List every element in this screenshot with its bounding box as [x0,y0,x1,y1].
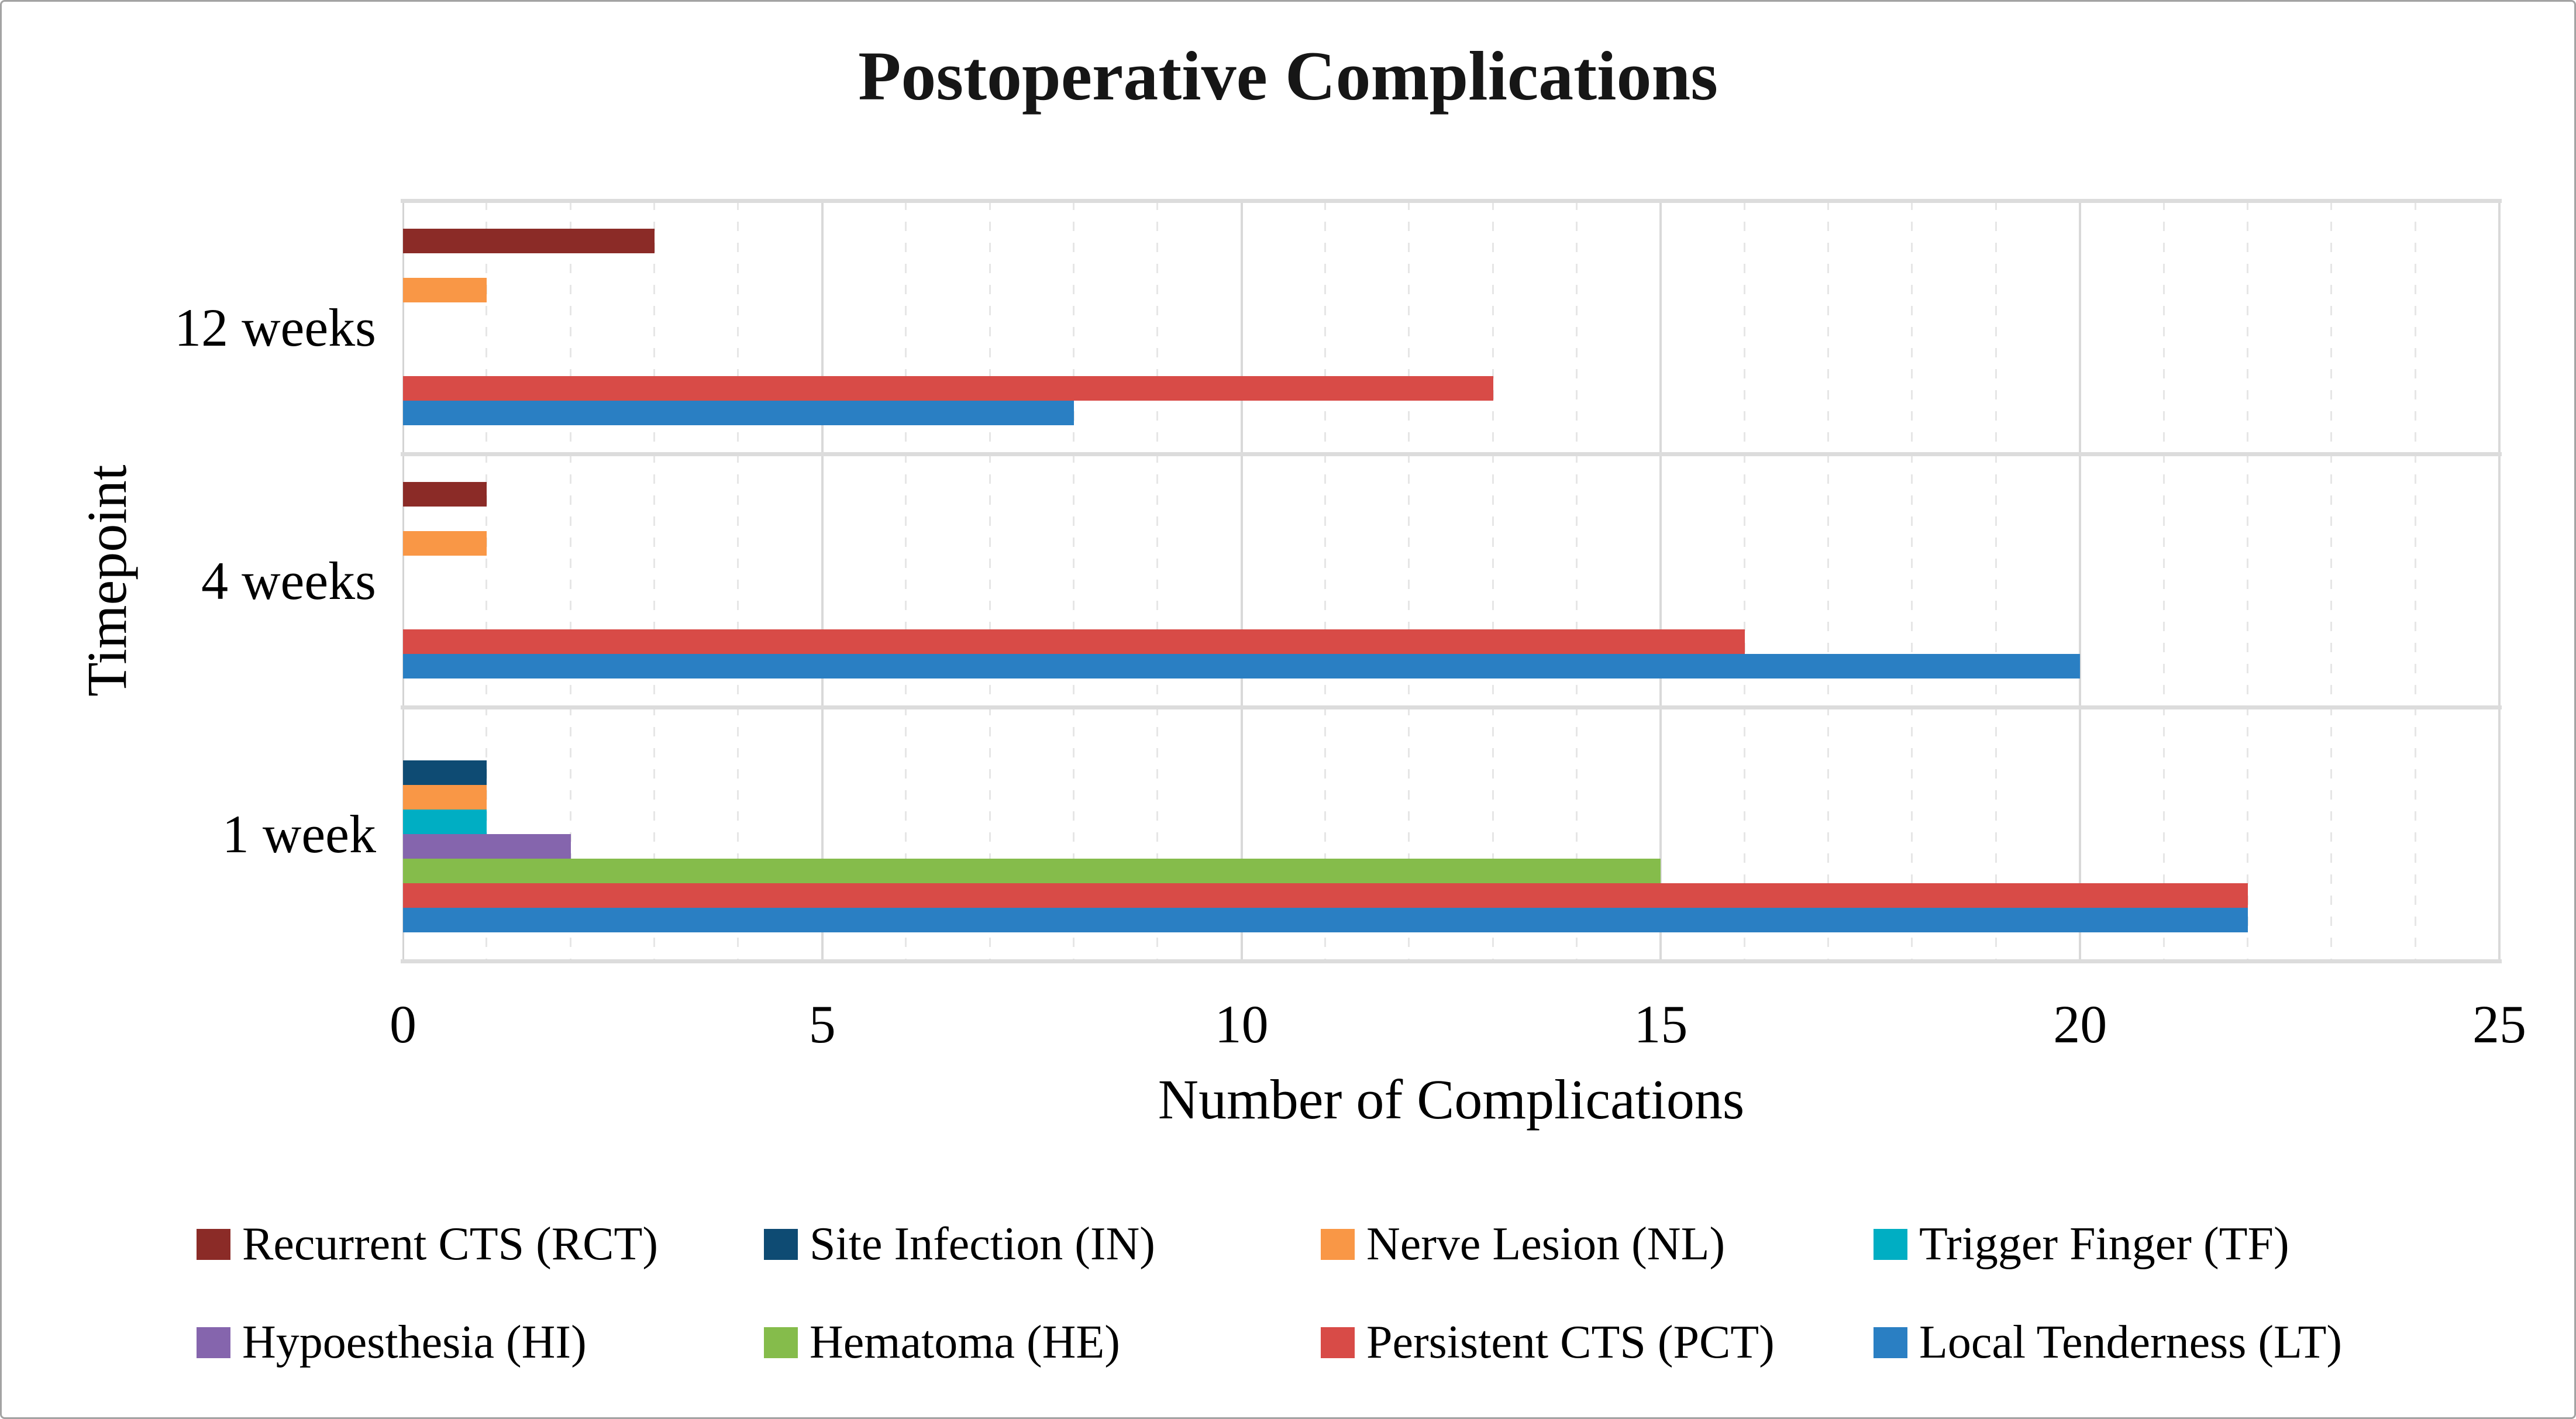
bar-NL-1-week [403,784,487,810]
plot-area [401,198,2502,963]
x-axis-tick-label: 15 [1634,994,1688,1054]
x-axis-tick-label: 10 [1214,994,1269,1054]
legend-swatch-icon [1321,1327,1355,1358]
gridline-minor [1408,201,1410,961]
bar-NL-4-weeks [403,531,487,556]
legend-item-PCT: Persistent CTS (PCT) [1321,1312,1775,1373]
gridline-minor [2162,201,2165,961]
gridline-minor [737,201,739,961]
legend-swatch-icon [1874,1228,1907,1260]
gridline-major [2498,201,2501,961]
y-axis-label: 12 weeks [174,297,376,357]
x-axis-tick-label: 0 [390,994,416,1054]
legend-label: Recurrent CTS (RCT) [242,1218,658,1270]
gridline-minor [1827,201,1830,961]
legend-item-LT: Local Tenderness (LT) [1874,1312,2342,1373]
legend-swatch-icon [764,1327,798,1358]
gridline-minor [485,201,488,961]
bar-HE-1-week [403,858,1661,883]
bar-HI-1-week [403,834,571,859]
legend-item-IN: Site Infection (IN) [764,1214,1155,1275]
chart-title: Postoperative Complications [858,37,1718,115]
y-axis-label: 1 week [222,804,376,865]
gridline-major [1240,201,1243,961]
gridline-major [1659,201,1662,961]
legend-item-NL: Nerve Lesion (NL) [1321,1214,1725,1275]
gridline-major [2079,201,2082,961]
bar-RCT-4-weeks [403,482,487,507]
gridline-minor [1995,201,1997,961]
y-axis-line [402,201,404,961]
bar-PCT-12-weeks [403,376,1493,401]
gridline-minor [2330,201,2333,961]
gridline-minor [1324,201,1326,961]
legend-label: Hypoesthesia (HI) [242,1317,587,1368]
row-separator-line [401,198,2502,203]
gridline-minor [1156,201,1159,961]
bar-PCT-4-weeks [403,629,1745,655]
gridline-minor [569,201,571,961]
bar-TF-1-week [403,809,487,834]
bar-NL-12-weeks [403,278,487,302]
gridline-minor [905,201,907,961]
legend-item-HE: Hematoma (HE) [764,1312,1120,1373]
gridline-minor [989,201,991,961]
row-separator-line [401,452,2502,456]
legend-label: Hematoma (HE) [810,1317,1120,1368]
gridline-minor [1576,201,1578,961]
gridline-minor [1743,201,1745,961]
bar-LT-12-weeks [403,401,1074,425]
x-axis-tick-label: 5 [808,994,836,1054]
gridline-minor [2414,201,2416,961]
legend-label: Nerve Lesion (NL) [1366,1218,1726,1270]
y-axis-label: 4 weeks [201,551,376,611]
x-axis-title: Number of Complications [1158,1068,1745,1131]
gridline-minor [1072,201,1075,961]
gridline-major [821,201,824,961]
legend-label: Site Infection (IN) [810,1218,1155,1270]
legend-item-TF: Trigger Finger (TF) [1874,1214,2289,1275]
bar-IN-1-week [403,760,487,785]
legend-label: Trigger Finger (TF) [1919,1218,2289,1270]
row-separator-line [401,959,2502,963]
bar-PCT-1-week [403,883,2248,908]
bar-RCT-12-weeks [403,229,655,253]
bar-LT-4-weeks [403,654,2081,679]
legend-item-RCT: Recurrent CTS (RCT) [197,1214,658,1275]
legend-swatch-icon [1321,1228,1355,1260]
legend-swatch-icon [764,1228,798,1260]
legend-label: Persistent CTS (PCT) [1366,1317,1775,1368]
bar-LT-1-week [403,907,2248,932]
legend-swatch-icon [197,1228,230,1260]
legend-item-HI: Hypoesthesia (HI) [197,1312,587,1373]
gridline-minor [1911,201,1913,961]
legend-swatch-icon [197,1327,230,1358]
gridline-minor [1492,201,1494,961]
legend-swatch-icon [1874,1327,1907,1358]
x-axis-tick-label: 25 [2472,994,2526,1054]
x-axis-tick-label: 20 [2053,994,2107,1054]
row-separator-line [401,705,2502,710]
gridline-minor [653,201,656,961]
gridline-minor [2246,201,2248,961]
legend-label: Local Tenderness (LT) [1919,1317,2343,1368]
